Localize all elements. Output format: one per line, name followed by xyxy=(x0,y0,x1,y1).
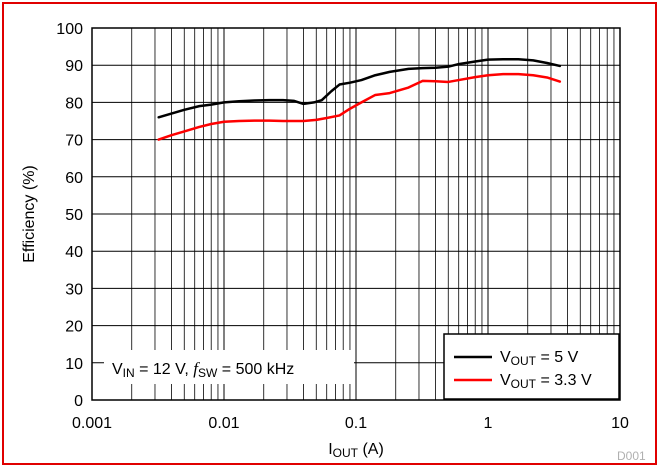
y-tick-label: 10 xyxy=(65,356,83,373)
y-tick-label: 80 xyxy=(65,95,83,112)
legend-label-3v3: VOUT = 3.3 V xyxy=(500,372,592,391)
y-tick-label: 60 xyxy=(65,170,83,187)
annotation-box xyxy=(104,350,354,384)
series-line-5v xyxy=(157,58,562,119)
legend-label-5v: VOUT = 5 V xyxy=(500,349,579,368)
figure-frame xyxy=(2,2,657,465)
x-axis-label: IOUT (A) xyxy=(328,441,384,460)
legend-box xyxy=(443,333,620,400)
x-tick-label: 10 xyxy=(611,415,629,432)
y-tick-label: 50 xyxy=(65,207,83,224)
plot-area-border xyxy=(91,27,621,401)
figure-code: D001 xyxy=(617,449,646,463)
annotation: VIN = 12 V, fSW = 500 kHz xyxy=(104,350,354,384)
y-tick-label: 0 xyxy=(74,393,83,410)
annotation-text: VIN = 12 V, fSW = 500 kHz xyxy=(112,359,294,380)
x-tick-label: 1 xyxy=(484,415,493,432)
legend: VOUT = 5 V VOUT = 3.3 V xyxy=(443,333,620,400)
series-line-3v3 xyxy=(157,72,562,141)
y-tick-label: 40 xyxy=(65,244,83,261)
y-tick-label: 90 xyxy=(65,58,83,75)
y-axis-ticks: 0 10 20 30 40 50 60 70 80 90 100 xyxy=(56,21,83,410)
y-tick-label: 100 xyxy=(56,21,83,38)
x-axis-ticks: 0.001 0.01 0.1 1 10 xyxy=(72,415,629,432)
series-lines xyxy=(157,58,562,141)
y-tick-label: 20 xyxy=(65,319,83,336)
x-tick-label: 0.001 xyxy=(72,415,112,432)
y-tick-label: 70 xyxy=(65,133,83,150)
x-tick-label: 0.01 xyxy=(208,415,239,432)
y-axis-label: Efficiency (%) xyxy=(21,165,38,263)
x-tick-label: 0.1 xyxy=(345,415,367,432)
y-tick-label: 30 xyxy=(65,281,83,298)
